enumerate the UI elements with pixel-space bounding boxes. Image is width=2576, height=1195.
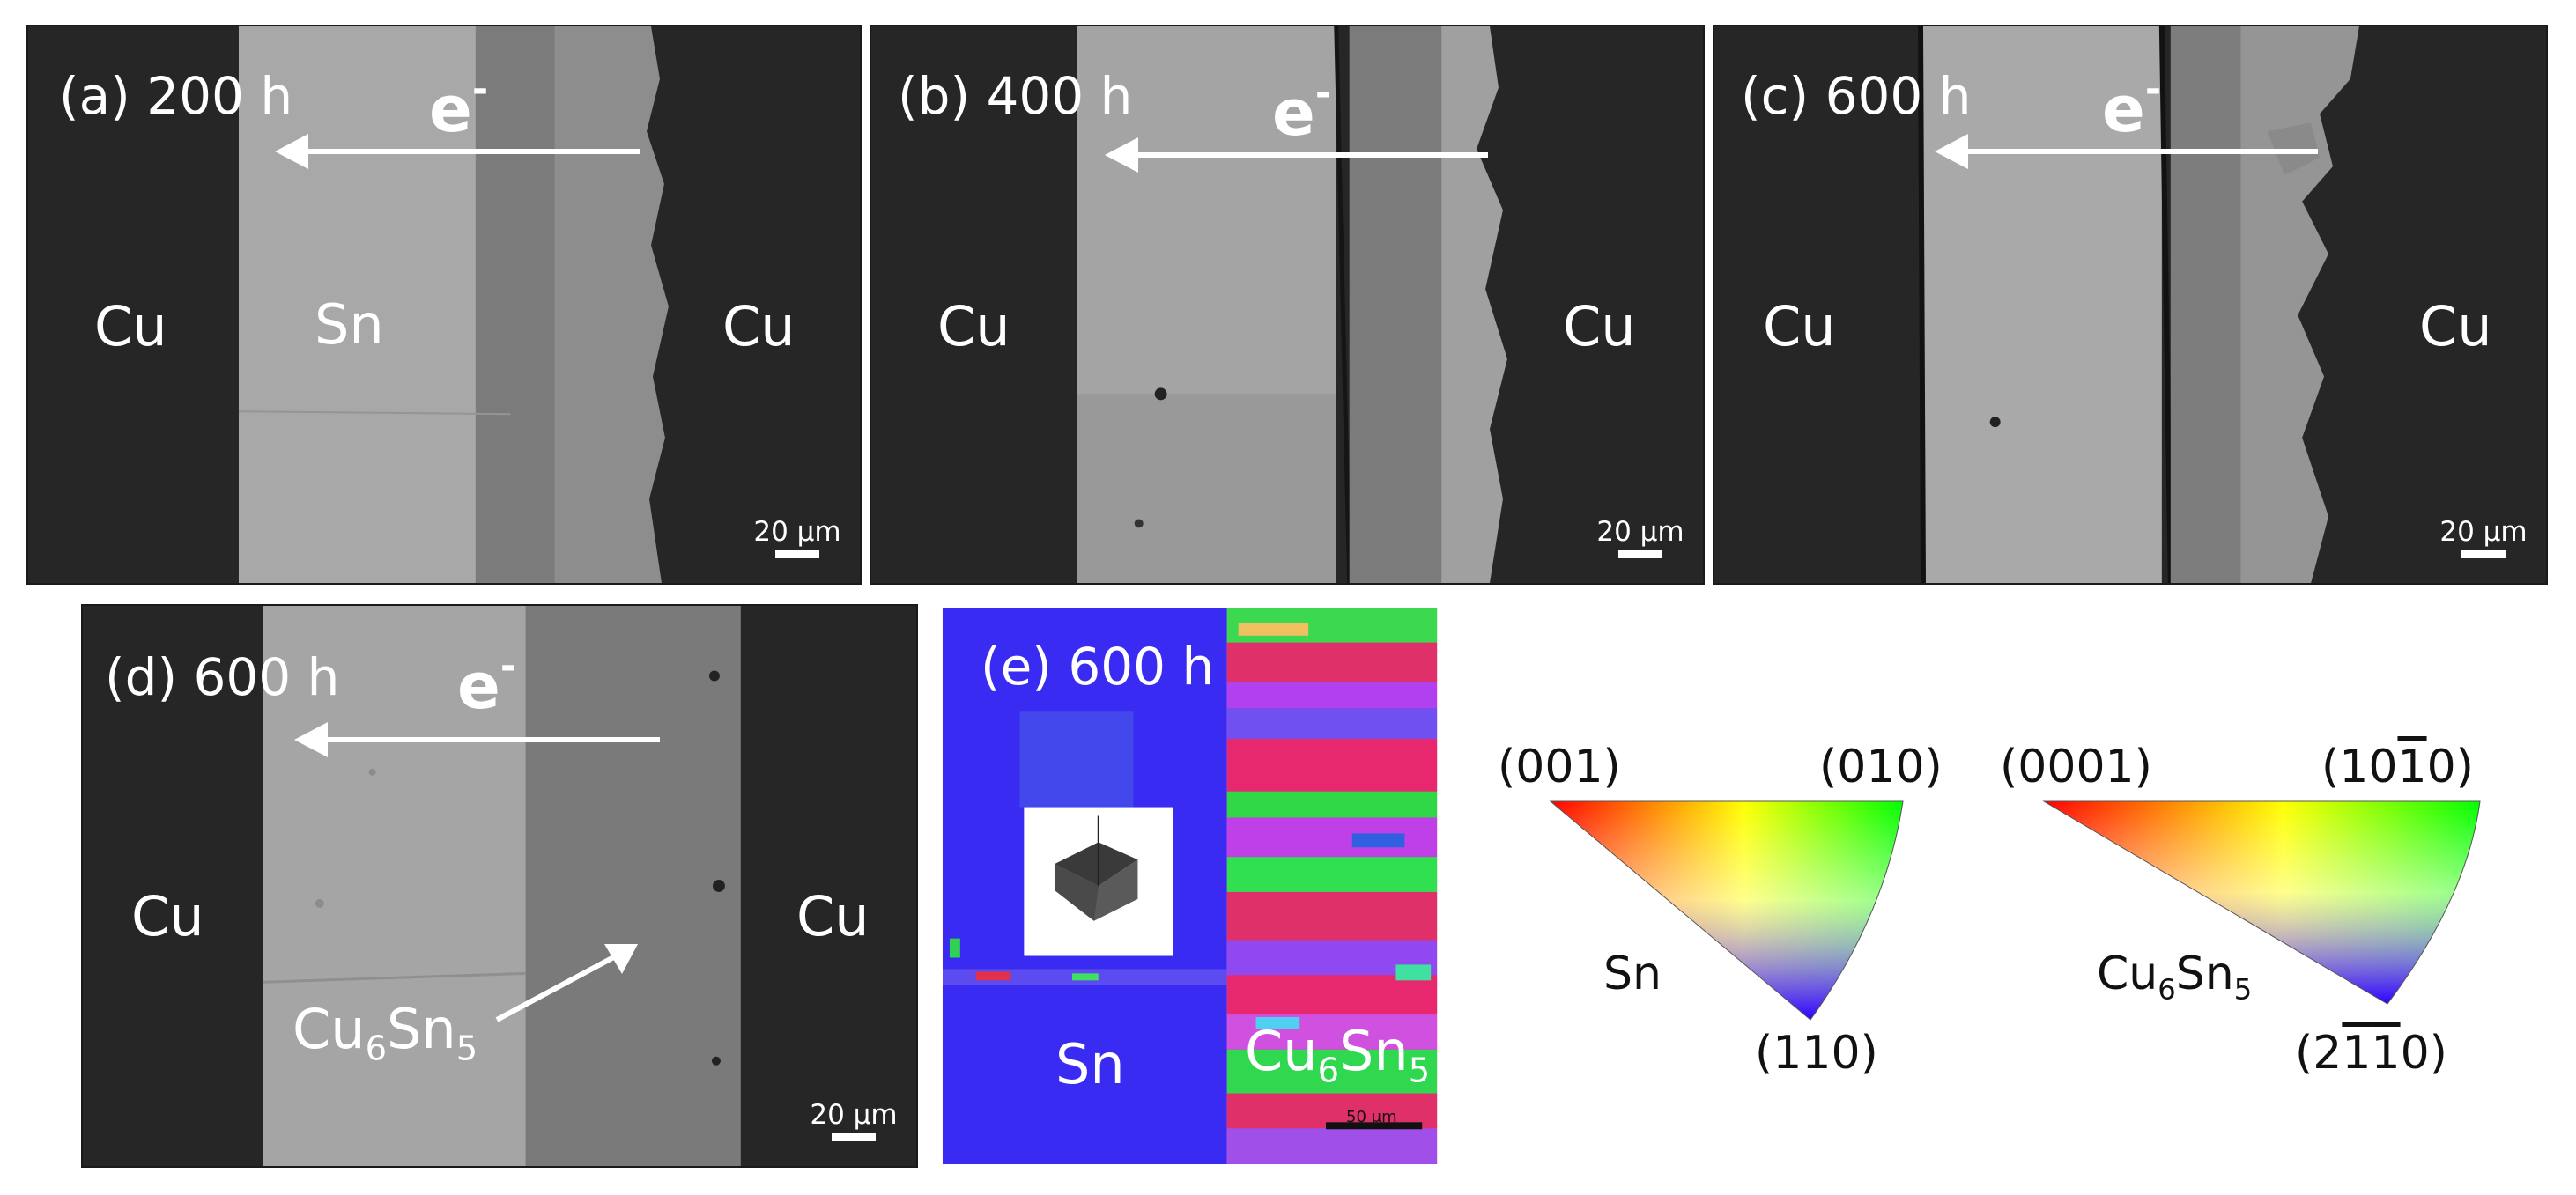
panel-label-b: (b) 400 h <box>898 66 1133 126</box>
sem-image-b <box>871 26 1703 583</box>
panel-label-c: (c) 600 h <box>1741 66 1972 126</box>
scale-bar-a: 20 μm <box>749 516 846 558</box>
ipf-cu6sn5-corner-0001: (0001) <box>2000 741 2152 793</box>
ebsd-orientation-map <box>941 606 1453 1166</box>
panel-label-e: (e) 600 h <box>981 637 1215 697</box>
ipf-sn-corner-110: (110) <box>1755 1027 1878 1080</box>
ipf-cu6sn5-material-label: Cu6Sn5 <box>2097 948 2253 1007</box>
material-label-cu6sn5-e: Cu6Sn5 <box>1245 1019 1431 1091</box>
material-label-cu-left-b: Cu <box>937 294 1010 358</box>
scale-bar-c: 20 μm <box>2435 516 2532 558</box>
ipf-sn-material-label: Sn <box>1603 948 1662 1000</box>
panel-label-a: (a) 200 h <box>59 66 293 126</box>
material-label-sn-e: Sn <box>1055 1032 1125 1096</box>
material-label-cu-left-c: Cu <box>1763 294 1836 358</box>
material-label-sn-a: Sn <box>315 292 384 357</box>
scale-bar-label-c: 20 μm <box>2439 516 2528 548</box>
electron-flow-arrow-b <box>1105 137 1488 173</box>
scale-bar-label-a: 20 μm <box>753 516 841 548</box>
material-label-cu6sn5-d: Cu6Sn5 <box>292 997 478 1069</box>
electron-label-a: e- <box>429 67 489 146</box>
sem-panel-c: (c) 600 h e- Cu Cu 20 μm <box>1713 25 2548 585</box>
electron-flow-arrow-d <box>294 722 660 1022</box>
sem-panel-b: (b) 400 h e- Cu Cu 20 μm <box>870 25 1705 585</box>
ipf-key-cu6sn5: (0001) (1010) (2110) Cu6Sn5 <box>2000 740 2564 1110</box>
material-label-cu-right-b: Cu <box>1563 294 1636 358</box>
material-label-cu-right-a: Cu <box>722 294 796 358</box>
sem-image-d <box>83 606 916 1166</box>
sem-image-a <box>28 26 860 583</box>
scale-bar-d: 20 μm <box>805 1099 902 1141</box>
sem-panel-d: (d) 600 h e- Cu Cu Cu6Sn5 20 μm <box>81 604 918 1168</box>
scale-bar-label-b: 20 μm <box>1596 516 1684 548</box>
ipf-sn-corner-010: (010) <box>1819 741 1943 793</box>
material-label-cu-left-d: Cu <box>131 884 204 948</box>
electron-label-b: e- <box>1272 70 1332 150</box>
sem-image-c <box>1714 26 2546 583</box>
ipf-cu6sn5-corner-10-10: (1010) <box>2321 741 2474 793</box>
ipf-cu6sn5-corner-2-1-10: (2110) <box>2295 1027 2447 1080</box>
panel-label-d: (d) 600 h <box>105 647 340 707</box>
scale-bar-label-d: 20 μm <box>810 1099 898 1131</box>
material-label-cu-right-d: Cu <box>796 884 870 948</box>
ipf-key-sn: (001) (010) (110) Sn <box>1498 740 1991 1110</box>
material-label-cu-left-a: Cu <box>94 294 167 358</box>
electron-label-d: e- <box>457 644 517 723</box>
electron-label-c: e- <box>2102 67 2162 146</box>
scale-bar-label-e: 50 μm <box>1346 1108 1397 1126</box>
electron-flow-arrow-c <box>1935 134 2318 169</box>
ipf-triangle-cu6sn5 <box>2042 800 2481 1005</box>
ipf-triangle-sn <box>1549 800 1904 1021</box>
scale-bar-b: 20 μm <box>1592 516 1689 558</box>
sem-panel-a: (a) 200 h e- Cu Sn Cu 20 μm <box>26 25 862 585</box>
electron-flow-arrow-a <box>275 134 640 169</box>
ipf-sn-corner-001: (001) <box>1498 741 1621 793</box>
material-label-cu-right-c: Cu <box>2419 294 2492 358</box>
ebsd-panel-e: (e) 600 h Sn Cu6Sn5 50 μm <box>939 604 1455 1168</box>
